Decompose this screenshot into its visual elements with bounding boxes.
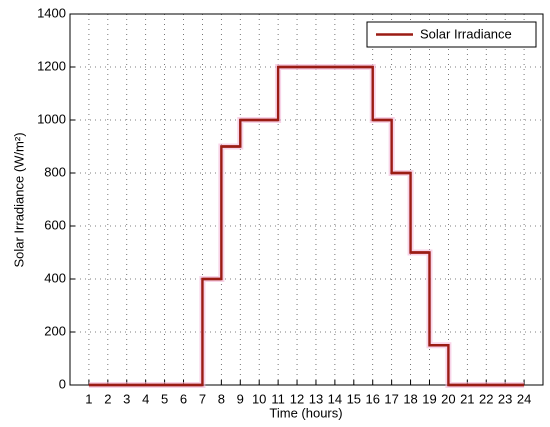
x-tick-label: 10 bbox=[252, 391, 266, 406]
x-tick-label: 14 bbox=[328, 391, 342, 406]
x-axis-label: Time (hours) bbox=[269, 405, 342, 420]
legend-label: Solar Irradiance bbox=[420, 26, 512, 41]
y-tick-label: 200 bbox=[44, 323, 66, 338]
x-tick-label: 19 bbox=[422, 391, 436, 406]
y-tick-label: 600 bbox=[44, 217, 66, 232]
x-tick-label: 2 bbox=[104, 391, 111, 406]
x-tick-label: 15 bbox=[347, 391, 361, 406]
x-tick-label: 8 bbox=[218, 391, 225, 406]
x-tick-label: 1 bbox=[85, 391, 92, 406]
step-outline bbox=[88, 65, 525, 387]
x-tick-label: 6 bbox=[180, 391, 187, 406]
y-tick-label: 1200 bbox=[37, 58, 66, 73]
x-tick-label: 13 bbox=[309, 391, 323, 406]
plot-frame bbox=[69, 13, 544, 386]
x-tick-label: 18 bbox=[403, 391, 417, 406]
y-tick-label: 800 bbox=[44, 164, 66, 179]
y-tick-label: 1000 bbox=[37, 111, 66, 126]
y-tick-label: 0 bbox=[59, 376, 66, 391]
x-tick-label: 17 bbox=[384, 391, 398, 406]
x-tick-label: 3 bbox=[123, 391, 130, 406]
x-tick-label: 21 bbox=[460, 391, 474, 406]
x-tick-label: 12 bbox=[290, 391, 304, 406]
x-tick-label: 16 bbox=[365, 391, 379, 406]
x-tick-label: 5 bbox=[161, 391, 168, 406]
x-tick-label: 22 bbox=[479, 391, 493, 406]
x-tick-label: 9 bbox=[237, 391, 244, 406]
y-axis-label: Solar Irradiance (W/m²) bbox=[11, 132, 26, 267]
step-line-glow bbox=[88, 64, 525, 388]
x-tick-label: 11 bbox=[271, 391, 285, 406]
x-tick-label: 24 bbox=[517, 391, 531, 406]
x-tick-label: 20 bbox=[441, 391, 455, 406]
x-tick-label: 23 bbox=[498, 391, 512, 406]
x-tick-label: 7 bbox=[199, 391, 206, 406]
y-tick-label: 400 bbox=[44, 270, 66, 285]
y-tick-label: 1400 bbox=[37, 5, 66, 20]
x-tick-label: 4 bbox=[142, 391, 149, 406]
